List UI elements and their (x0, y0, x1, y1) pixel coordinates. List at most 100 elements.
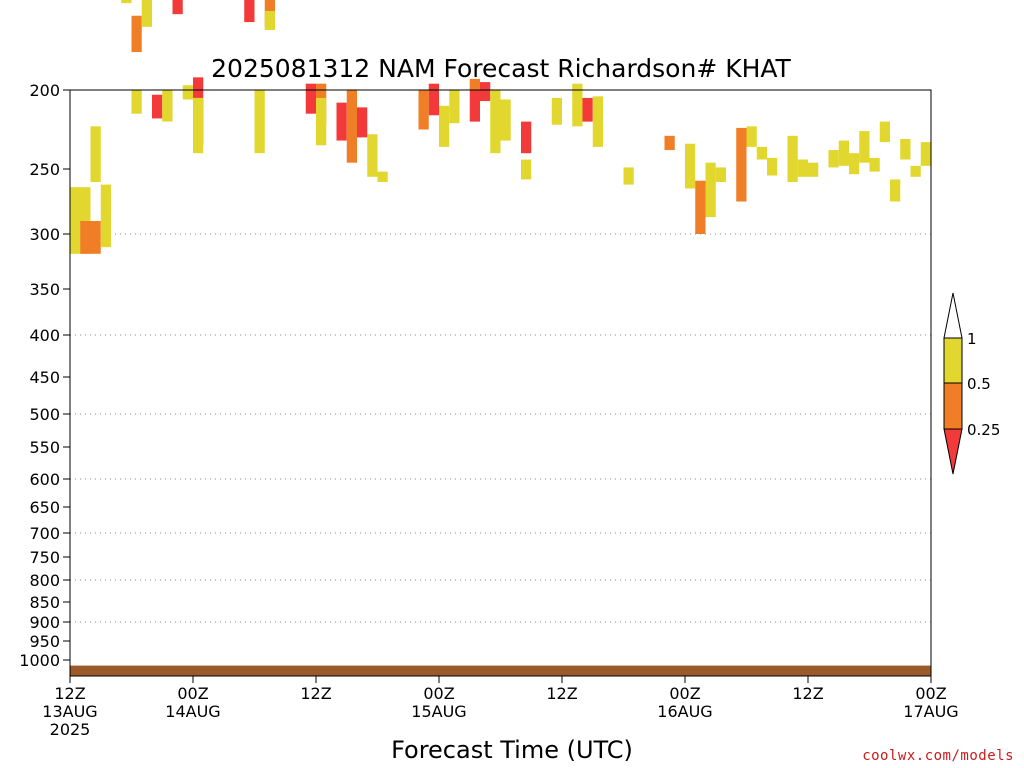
data-cell (746, 126, 757, 147)
data-cell (162, 90, 173, 122)
site-credit: coolwx.com/models (862, 748, 1014, 764)
x-tick-label: 00Z (915, 684, 946, 703)
data-cell (767, 157, 778, 176)
data-cell (100, 184, 111, 248)
x-tick-label: 14AUG (165, 702, 220, 721)
data-cell (305, 83, 316, 114)
y-tick-label: 250 (29, 160, 60, 179)
x-tick-label: 15AUG (411, 702, 466, 721)
data-cells (70, 0, 931, 254)
data-cell (623, 167, 634, 185)
data-cell (736, 127, 747, 202)
x-tick-label: 12Z (54, 684, 85, 703)
data-cell (193, 97, 204, 154)
y-tick-label: 1000 (19, 651, 60, 670)
legend-level-label: 0.25 (967, 421, 1000, 439)
data-cell (449, 90, 460, 124)
data-cell (469, 78, 480, 90)
data-cell (890, 179, 901, 202)
data-cell (254, 90, 265, 154)
data-cell (920, 142, 931, 166)
legend-level-label: 0.5 (967, 375, 991, 393)
data-cell (336, 102, 347, 141)
data-cell (264, 11, 275, 30)
legend-level-label: 1 (967, 330, 977, 348)
data-cell (490, 90, 501, 154)
data-cell (521, 121, 532, 154)
x-tick-label: 17AUG (903, 702, 958, 721)
legend-top-arrow (943, 292, 963, 339)
data-cell (141, 0, 152, 27)
y-tick-label: 300 (29, 225, 60, 244)
data-cell (797, 159, 808, 177)
y-tick-label: 500 (29, 405, 60, 424)
data-cell (869, 157, 880, 172)
data-cell (316, 97, 327, 146)
data-cell (572, 83, 583, 127)
data-cell (131, 15, 142, 53)
data-cell (418, 90, 429, 130)
y-tick-label: 400 (29, 326, 60, 345)
data-cell (828, 150, 839, 168)
data-cell (787, 135, 798, 182)
x-tick-label: 00Z (177, 684, 208, 703)
x-tick-label: 12Z (792, 684, 823, 703)
data-cell (346, 90, 357, 163)
data-cell (469, 88, 480, 122)
data-cell (90, 126, 101, 182)
y-tick-label: 850 (29, 593, 60, 612)
x-tick-label: 12Z (300, 684, 331, 703)
data-cell (428, 83, 439, 116)
data-cell (838, 140, 849, 166)
data-cell (80, 221, 101, 254)
y-tick-label: 950 (29, 632, 60, 651)
x-tick-label: 00Z (423, 684, 454, 703)
data-cell (808, 162, 819, 177)
data-cell (879, 121, 890, 143)
data-cell (900, 138, 911, 160)
data-cell (521, 159, 532, 180)
data-cell (695, 180, 706, 234)
x-tick-label: 2025 (50, 720, 91, 739)
data-cell (182, 85, 193, 100)
data-cell (551, 97, 562, 125)
y-tick-label: 450 (29, 368, 60, 387)
y-axis-ticks: 200 250 300 350 400 450 500 550 600 650 700 750 800 8… (19, 81, 70, 670)
y-tick-label: 600 (29, 470, 60, 489)
x-axis-label: Forecast Time (UTC) (391, 736, 633, 764)
data-cell (582, 97, 593, 122)
data-cell (367, 134, 378, 177)
data-cell (357, 107, 368, 138)
data-cell (377, 171, 388, 182)
grid-lines (70, 233, 931, 623)
y-tick-label: 350 (29, 280, 60, 299)
data-cell (121, 0, 132, 4)
data-cell (685, 143, 696, 189)
x-tick-label: 13AUG (42, 702, 97, 721)
legend-swatch-0.25-0.5 (943, 382, 963, 430)
x-tick-label: 00Z (669, 684, 700, 703)
chart-title: 2025081312 NAM Forecast Richardson# KHAT (211, 54, 791, 83)
data-cell (849, 153, 860, 175)
data-cell (152, 94, 163, 119)
data-cell (705, 162, 716, 218)
data-cell (592, 96, 603, 147)
y-tick-label: 700 (29, 524, 60, 543)
color-legend: 0.25 0.5 1 (943, 292, 1000, 475)
x-tick-label: 12Z (546, 684, 577, 703)
legend-swatch-0.5-1 (943, 337, 963, 384)
x-tick-label: 16AUG (657, 702, 712, 721)
y-tick-label: 900 (29, 613, 60, 632)
data-cell (500, 99, 511, 141)
data-cell (859, 131, 870, 163)
y-tick-label: 750 (29, 548, 60, 567)
data-cell (172, 0, 183, 15)
y-tick-label: 800 (29, 571, 60, 590)
data-cell (244, 0, 255, 23)
data-cell (910, 165, 921, 177)
plot-frame (69, 89, 932, 677)
data-cell (131, 90, 142, 114)
data-cell (664, 135, 675, 151)
